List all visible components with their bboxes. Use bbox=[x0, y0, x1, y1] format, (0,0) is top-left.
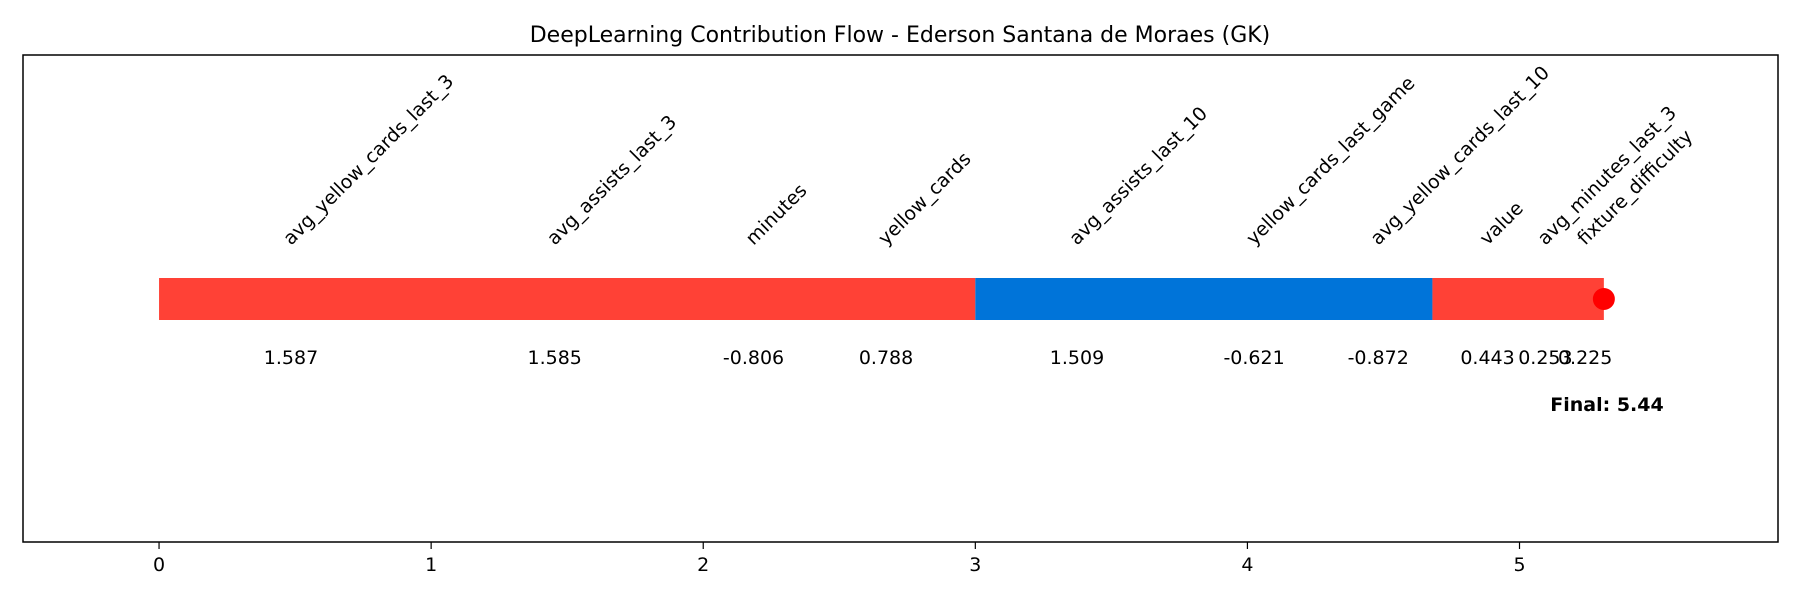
value-label: -0.872 bbox=[1348, 347, 1409, 369]
chart-title: DeepLearning Contribution Flow - Ederson… bbox=[530, 23, 1271, 48]
x-tick-label: 0 bbox=[153, 554, 165, 576]
x-axis: 0 1 2 3 4 5 bbox=[153, 542, 1526, 576]
value-label: -0.806 bbox=[723, 347, 784, 369]
flow-band-0 bbox=[159, 278, 976, 320]
x-tick-label: 2 bbox=[697, 554, 709, 576]
final-label: Final: 5.44 bbox=[1550, 394, 1663, 416]
value-label: 1.585 bbox=[528, 347, 582, 369]
final-marker bbox=[1592, 288, 1615, 310]
value-label: 1.509 bbox=[1050, 347, 1104, 369]
x-tick-label: 3 bbox=[969, 554, 981, 576]
value-labels: 1.587 1.585 -0.806 0.788 1.509 -0.621 -0.872 0.… bbox=[264, 347, 1613, 369]
final-marker-layer bbox=[1592, 288, 1615, 310]
value-label: 1.587 bbox=[264, 347, 318, 369]
feature-label: yellow_cards bbox=[874, 148, 976, 250]
feature-label: value bbox=[1476, 197, 1528, 249]
feature-label: avg_yellow_cards_last_3 bbox=[279, 70, 458, 249]
x-tick-label: 1 bbox=[425, 554, 437, 576]
value-label: 0.788 bbox=[859, 347, 913, 369]
feature-label: minutes bbox=[741, 180, 811, 250]
feature-labels: avg_yellow_cards_last_3 avg_assists_last_… bbox=[279, 62, 1697, 250]
flow-band-1 bbox=[975, 278, 1433, 320]
flow-bands bbox=[159, 278, 1604, 320]
value-label: 0.225 bbox=[1558, 347, 1612, 369]
feature-label: avg_assists_last_3 bbox=[543, 111, 681, 249]
plot-frame bbox=[22, 54, 1779, 543]
value-label: 0.443 bbox=[1460, 347, 1514, 369]
x-tick-label: 5 bbox=[1513, 554, 1525, 576]
value-label: 0.253 bbox=[1518, 347, 1572, 369]
x-tick-label: 4 bbox=[1241, 554, 1253, 576]
value-label: -0.621 bbox=[1223, 347, 1284, 369]
flow-band-2 bbox=[1432, 278, 1604, 320]
feature-label: avg_assists_last_10 bbox=[1065, 103, 1212, 250]
